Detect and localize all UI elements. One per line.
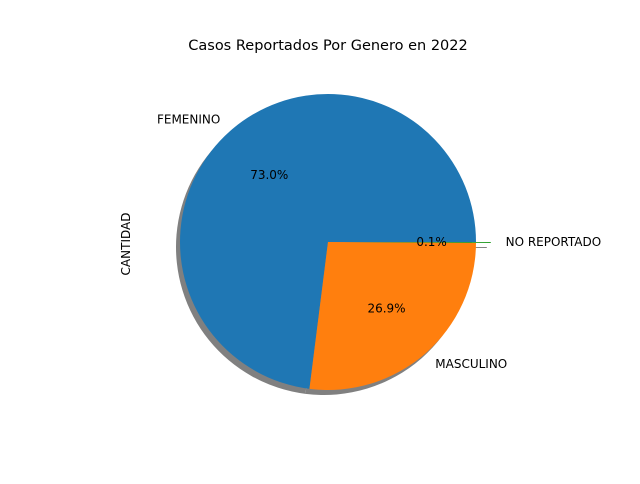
slice-pct-femenino: 73.0% — [250, 168, 288, 182]
slice-masculino — [309, 242, 476, 390]
pie-slices — [180, 94, 491, 390]
y-axis-label: CANTIDAD — [119, 213, 133, 276]
chart-title: Casos Reportados Por Genero en 2022 — [188, 38, 467, 54]
slice-label-no-reportado: NO REPORTADO — [506, 235, 602, 249]
slice-pct-masculino: 26.9% — [367, 301, 405, 315]
slice-femenino — [180, 94, 477, 389]
slice-label-femenino: FEMENINO — [157, 112, 220, 126]
pie-labels: FEMENINO 73.0% MASCULINO 26.9% NO REPORTADO 0… — [157, 112, 601, 371]
slice-pct-no-reportado: 0.1% — [416, 235, 447, 249]
slice-no-reportado — [342, 242, 491, 243]
slice-label-masculino: MASCULINO — [435, 357, 507, 371]
